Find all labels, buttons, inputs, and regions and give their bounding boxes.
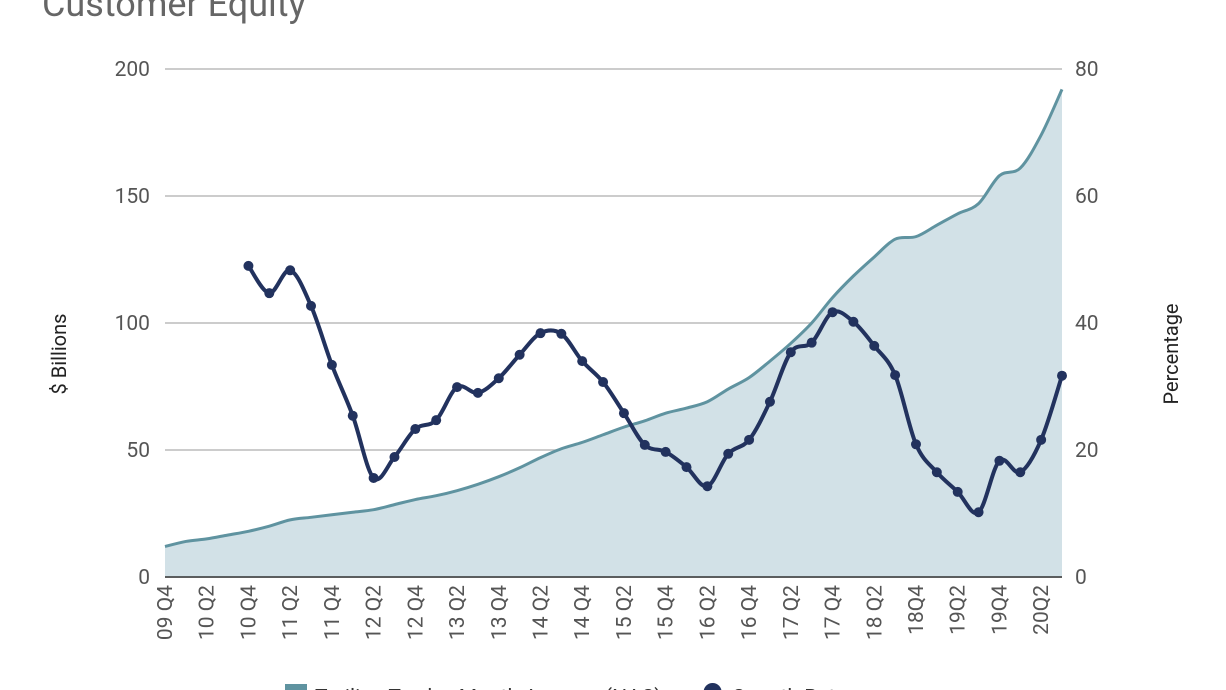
area <box>165 89 1062 577</box>
marker <box>764 396 775 407</box>
x-tick-label: 11 Q2 <box>279 585 303 640</box>
marker <box>890 370 901 381</box>
marker <box>702 481 713 492</box>
marker <box>869 340 880 351</box>
marker <box>639 439 650 450</box>
marker <box>994 455 1005 466</box>
x-tick-label: 09 Q4 <box>154 585 178 640</box>
marker <box>1057 370 1067 381</box>
x-tick-label: 11 Q4 <box>321 585 345 640</box>
x-tick-label: 12 Q2 <box>363 585 387 640</box>
marker <box>806 337 817 348</box>
marker <box>660 446 671 457</box>
marker <box>744 434 755 445</box>
marker <box>514 349 525 360</box>
marker <box>431 415 442 426</box>
marker <box>410 424 421 435</box>
line <box>246 264 1064 516</box>
marker <box>577 356 588 367</box>
marker <box>535 328 546 339</box>
x-tick-label: 17 Q4 <box>822 585 846 640</box>
marker <box>472 387 483 398</box>
marker <box>931 467 942 478</box>
marker <box>598 377 609 388</box>
x-tick-label: 15 Q4 <box>655 585 679 640</box>
y2-tick-label: 40 <box>1075 312 1099 336</box>
marker <box>827 307 838 318</box>
x-tick-label: 19Q4 <box>988 585 1012 635</box>
y2-axis-label: Percentage <box>1159 303 1183 404</box>
y2-tick-label: 20 <box>1075 439 1099 463</box>
y-tick-label: 0 <box>138 566 150 590</box>
x-tick-label: 17 Q2 <box>780 585 804 640</box>
x-tick-label: 10 Q4 <box>237 585 261 640</box>
x-tick-label: 19Q2 <box>947 585 971 635</box>
marker <box>973 507 984 518</box>
x-tick-label: 20Q2 <box>1030 585 1054 635</box>
marker <box>785 347 796 358</box>
legend-label: Growth Rate <box>732 686 847 690</box>
x-tick-label: 14 Q4 <box>571 585 595 640</box>
y-tick-label: 150 <box>115 185 150 209</box>
area-line <box>164 88 1064 548</box>
y2-tick-label: 0 <box>1075 566 1087 590</box>
marker <box>326 359 337 370</box>
marker <box>681 462 692 473</box>
marker <box>723 448 734 459</box>
x-tick-label: 18 Q2 <box>863 585 887 640</box>
marker <box>389 451 400 462</box>
y-tick-label: 100 <box>115 312 150 336</box>
x-tick-label: 14 Q2 <box>529 585 553 640</box>
marker <box>556 328 567 339</box>
y2-tick-label: 60 <box>1075 185 1099 209</box>
x-tick-label: 18Q4 <box>905 585 929 635</box>
marker <box>618 408 629 419</box>
legend-swatch <box>285 684 307 690</box>
x-tick-label: 16 Q4 <box>738 585 762 640</box>
marker <box>285 265 296 276</box>
marker <box>1015 467 1026 478</box>
y-tick-label: 50 <box>126 439 150 463</box>
x-tick-label: 16 Q2 <box>696 585 720 640</box>
marker <box>264 288 275 299</box>
chart-title: Customer Equity <box>42 0 306 25</box>
marker <box>368 472 379 483</box>
x-tick-label: 15 Q2 <box>613 585 637 640</box>
x-tick-label: 13 Q4 <box>488 585 512 640</box>
y2-tick-label: 80 <box>1075 58 1099 82</box>
legend-swatch <box>703 683 722 690</box>
y-tick-label: 200 <box>115 58 150 82</box>
marker <box>952 486 963 497</box>
marker <box>493 373 504 384</box>
marker <box>452 382 463 393</box>
x-tick-label: 13 Q2 <box>446 585 470 640</box>
y-axis-label: $ Billions <box>47 314 71 395</box>
marker <box>1036 434 1047 445</box>
x-tick-label: 10 Q2 <box>196 585 220 640</box>
marker <box>243 260 254 271</box>
marker <box>848 316 859 327</box>
x-tick-label: 12 Q4 <box>404 585 428 640</box>
legend-label: Trailing Twelve Month Average (NAC) <box>315 686 662 690</box>
marker <box>347 410 358 421</box>
marker <box>910 439 921 450</box>
marker <box>306 300 317 311</box>
